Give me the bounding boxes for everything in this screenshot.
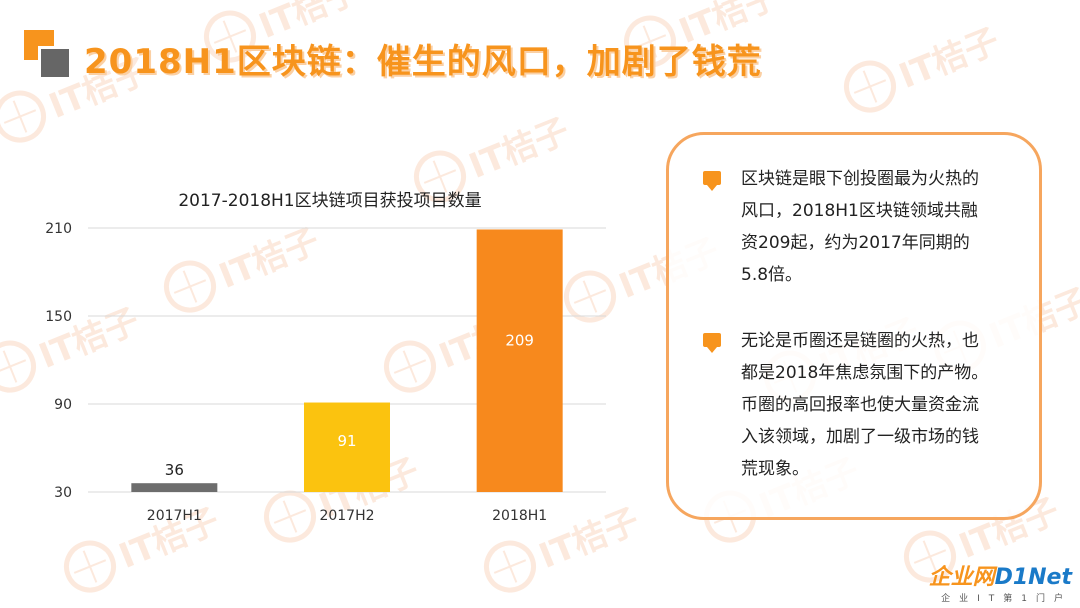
y-tick-label: 150	[45, 309, 72, 325]
page-title: 2018H1区块链：催生的风口，加剧了钱荒	[84, 42, 762, 82]
speech-bubble-icon	[703, 171, 721, 191]
info-bullet-2: 无论是币圈还是链圈的火热，也都是2018年焦虑氛围下的产物。币圈的高回报率也使大…	[703, 325, 989, 485]
watermark-logo: IT桔子	[836, 12, 1006, 121]
bar-2017H1	[131, 483, 218, 492]
bar-2018H1	[476, 229, 563, 492]
info-box: 区块链是眼下创投圈最为火热的风口，2018H1区块链领域共融资209起，约为20…	[666, 132, 1042, 520]
data-label-2017H2: 91	[337, 432, 356, 450]
y-tick-label: 90	[54, 397, 72, 413]
watermark-text: IT桔子	[893, 20, 1005, 97]
orange-slice-icon	[0, 82, 54, 151]
bar-chart: 210 150 90 30 36 2017H1 91 2017H2 209 2018H1	[45, 221, 606, 524]
orange-slice-icon	[476, 532, 544, 601]
logo-main-prefix: 企业网	[928, 565, 995, 590]
info-bullet-2-text: 无论是币圈还是链圈的火热，也都是2018年焦虑氛围下的产物。币圈的高回报率也使大…	[741, 331, 989, 479]
watermark-text: IT桔子	[463, 110, 575, 187]
data-label-2017H1: 36	[165, 461, 184, 479]
x-tick-label: 2017H1	[147, 508, 202, 524]
chart-title: 2017-2018H1区块链项目获投项目数量	[178, 191, 482, 211]
info-bullet-1: 区块链是眼下创投圈最为火热的风口，2018H1区块链领域共融资209起，约为20…	[703, 163, 989, 291]
y-tick-label: 210	[45, 221, 72, 237]
orange-slice-icon	[56, 532, 124, 601]
y-tick-label: 30	[54, 485, 72, 501]
speech-bubble-icon	[703, 333, 721, 353]
x-tick-label: 2017H2	[319, 508, 374, 524]
info-bullet-1-text: 区块链是眼下创投圈最为火热的风口，2018H1区块链领域共融资209起，约为20…	[741, 169, 979, 285]
d1net-logo: 企业网D1Net 企业IT第1门户	[929, 559, 1072, 604]
data-label-2018H1: 209	[505, 332, 534, 350]
logo-subtitle: 企业IT第1门户	[941, 594, 1072, 604]
bar-2017H2	[304, 402, 390, 492]
x-tick-label: 2018H1	[492, 508, 547, 524]
logo-main-suffix: D1Net	[994, 565, 1072, 590]
title-decoration-icon	[24, 30, 80, 84]
orange-slice-icon	[836, 52, 904, 121]
